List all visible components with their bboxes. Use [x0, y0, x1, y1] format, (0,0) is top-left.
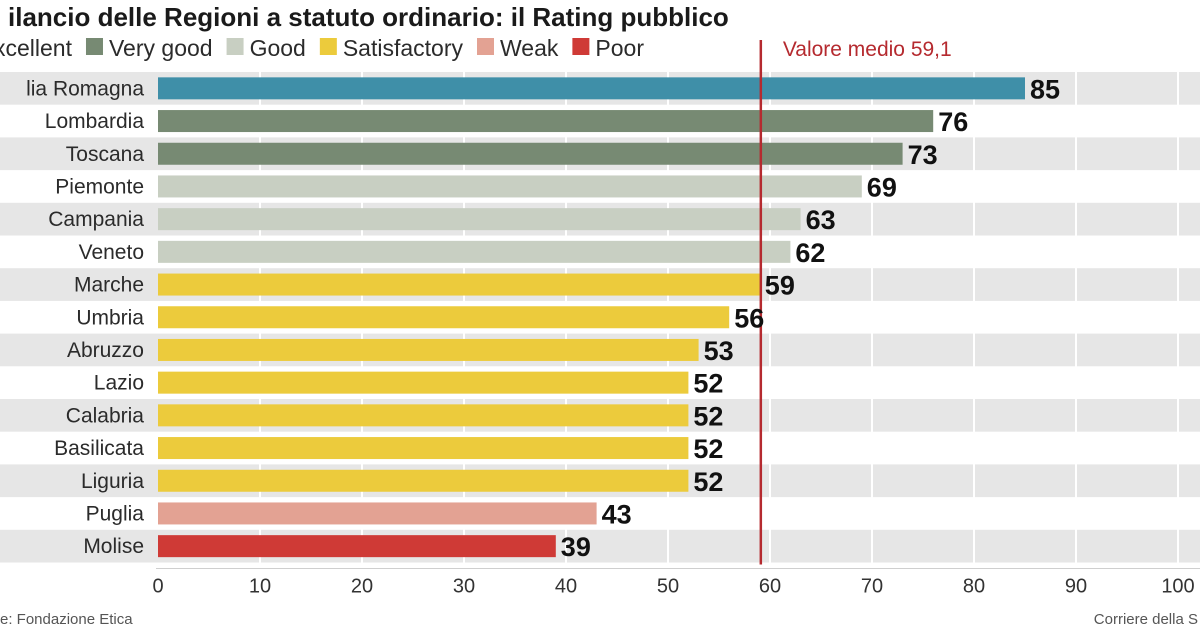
legend-item: Weak [477, 35, 559, 61]
chart-title: ilancio delle Regioni a statuto ordinari… [8, 2, 729, 32]
data-label: 59 [765, 271, 795, 301]
bar [158, 208, 801, 231]
legend-item: Poor [572, 35, 644, 61]
bar [158, 469, 689, 492]
bar [158, 240, 791, 263]
category-label: Molise [83, 535, 144, 558]
data-label: 69 [867, 172, 897, 202]
bar [158, 175, 862, 198]
legend: xcellent Very good Good Satisfactory Weak Poo… [0, 35, 644, 61]
x-tick-label: 20 [351, 576, 373, 598]
category-labels: lia Romagna Lombardia Toscana Piemonte Campa… [26, 77, 144, 558]
x-tick-label: 0 [152, 576, 163, 598]
legend-item: Good [226, 35, 306, 61]
data-label: 39 [561, 532, 591, 562]
category-label: Toscana [66, 143, 145, 166]
data-label: 56 [734, 303, 764, 333]
legend-swatch [319, 38, 337, 55]
source-right: Corriere della S [1094, 611, 1198, 628]
category-label: Umbria [76, 306, 144, 329]
category-label: Abruzzo [67, 339, 144, 362]
data-label: 43 [602, 499, 632, 529]
x-tick-label: 80 [963, 576, 985, 598]
bar [158, 306, 730, 329]
bar [158, 110, 934, 133]
x-tick-label: 90 [1065, 576, 1087, 598]
data-label: 52 [693, 401, 723, 431]
legend-label: Weak [500, 35, 559, 61]
bar [158, 338, 699, 361]
data-label: 62 [795, 238, 825, 268]
category-label: Marche [74, 274, 144, 297]
bar [158, 142, 903, 165]
bar [158, 502, 597, 525]
legend-label: xcellent [0, 35, 73, 61]
legend-swatch [85, 38, 103, 55]
legend-item: Satisfactory [319, 35, 464, 61]
bars [158, 77, 1025, 558]
x-axis: 0 10 20 30 40 50 60 70 80 90 100 [152, 568, 1200, 598]
bar [158, 404, 689, 427]
data-label: 53 [704, 336, 734, 366]
category-label: Basilicata [54, 437, 144, 460]
data-label: 52 [693, 434, 723, 464]
source-left: e: Fondazione Etica [0, 611, 133, 628]
data-label: 76 [938, 107, 968, 137]
category-label: Liguria [81, 470, 144, 493]
data-label: 52 [693, 369, 723, 399]
legend-label: Satisfactory [343, 35, 464, 61]
x-tick-label: 70 [861, 576, 883, 598]
legend-swatch [477, 38, 494, 55]
legend-item: Very good [85, 35, 213, 61]
reference-line-label: Valore medio 59,1 [783, 38, 952, 61]
x-tick-label: 10 [249, 576, 271, 598]
legend-swatch [572, 38, 590, 55]
category-label: Puglia [86, 502, 145, 525]
x-tick-label: 50 [657, 576, 679, 598]
legend-label: Very good [109, 35, 213, 61]
x-tick-label: 100 [1161, 576, 1194, 598]
bar [158, 273, 760, 296]
legend-swatch [226, 38, 244, 55]
category-label: Calabria [66, 404, 145, 427]
data-label: 63 [806, 205, 836, 235]
category-label: lia Romagna [26, 77, 144, 100]
category-label: Lazio [94, 372, 144, 395]
x-tick-label: 60 [759, 576, 781, 598]
x-tick-label: 40 [555, 576, 577, 598]
legend-label: Good [250, 35, 306, 61]
bar [158, 371, 689, 394]
data-label: 85 [1030, 74, 1060, 104]
x-tick-label: 30 [453, 576, 475, 598]
category-label: Lombardia [45, 110, 145, 133]
category-label: Campania [48, 208, 144, 231]
category-label: Piemonte [55, 175, 144, 198]
data-label: 52 [693, 467, 723, 497]
bar [158, 535, 556, 558]
bar [158, 77, 1025, 100]
legend-label: Poor [595, 35, 644, 61]
category-label: Veneto [79, 241, 144, 264]
reference-line-group: Valore medio 59,1 [759, 38, 952, 565]
data-label: 73 [908, 140, 938, 170]
bar [158, 437, 689, 460]
legend-item: xcellent [0, 35, 73, 61]
